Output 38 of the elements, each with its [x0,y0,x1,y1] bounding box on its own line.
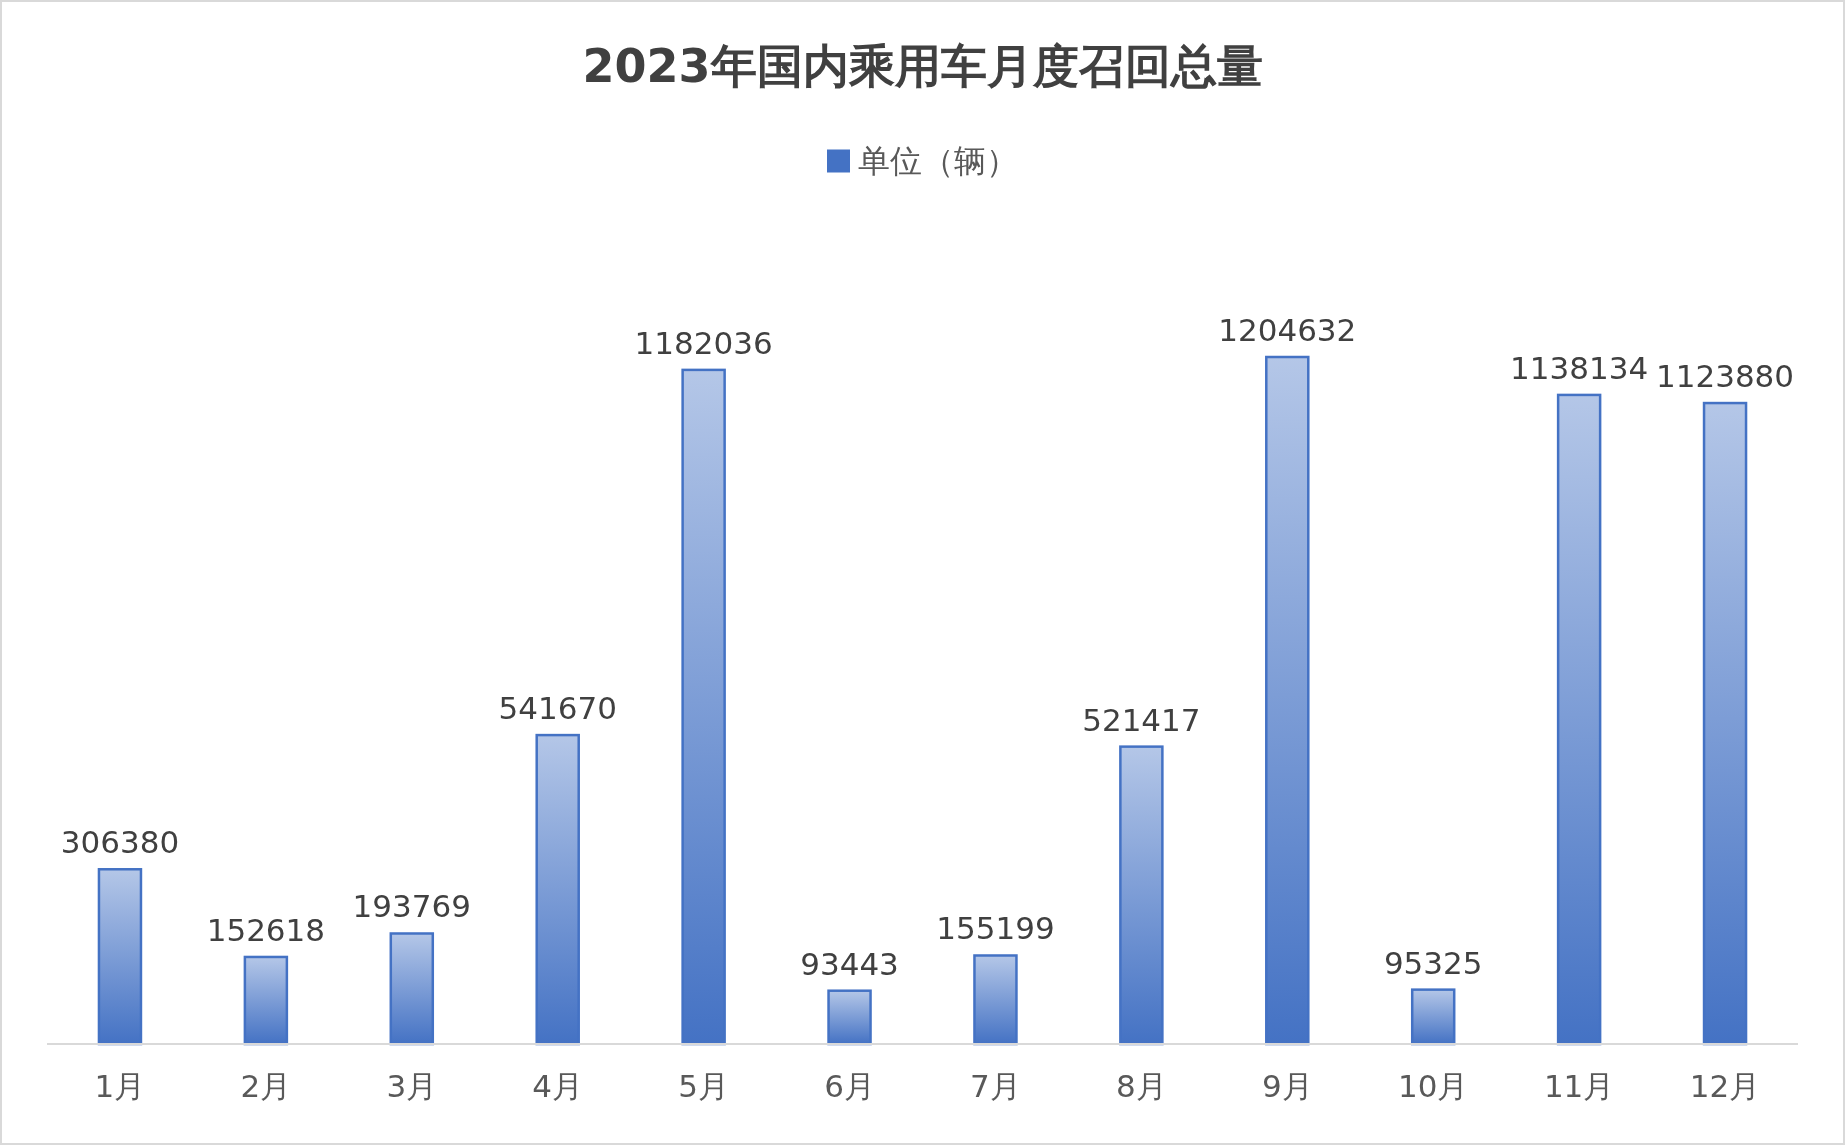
legend-label: 单位（辆） [857,142,1018,180]
x-tick-label: 9月 [1261,1068,1313,1104]
data-label: 1204632 [1218,312,1357,348]
x-tick-label: 11月 [1543,1068,1615,1104]
data-label: 1138134 [1510,349,1649,386]
bar [389,932,435,1046]
bar [973,954,1018,1046]
bar [1265,355,1310,1046]
x-tick-label: 4月 [532,1068,584,1104]
x-tick-label: 6月 [824,1068,875,1104]
data-label: 193769 [352,888,471,925]
x-tick-label: 10月 [1397,1068,1469,1104]
bar [1410,988,1456,1046]
data-label: 95325 [1383,944,1483,981]
bar [97,868,143,1046]
data-label: 1182036 [634,324,773,361]
bar [535,733,580,1046]
data-label: 1123880 [1656,358,1795,395]
chart-title: 2023年国内乘用车月度召回总量 [582,39,1263,93]
x-tick-label: 1月 [94,1068,146,1104]
data-label: 306380 [60,824,180,861]
bar [1119,745,1164,1046]
data-label: 155199 [936,910,1055,947]
x-tick-label: 7月 [970,1068,1021,1104]
x-tick-label: 8月 [1116,1068,1167,1104]
x-tick-label: 3月 [386,1068,438,1104]
data-label: 152618 [206,911,326,948]
data-label: 93443 [800,945,899,982]
bar [1702,401,1748,1046]
data-label: 541670 [498,690,617,727]
data-label: 521417 [1082,701,1201,738]
bar [827,989,872,1046]
x-tick-label: 2月 [240,1068,292,1104]
bar [243,955,289,1046]
bar [681,368,726,1046]
x-tick-label: 12月 [1689,1068,1761,1104]
bar [1556,393,1602,1046]
x-tick-label: 5月 [678,1068,729,1104]
